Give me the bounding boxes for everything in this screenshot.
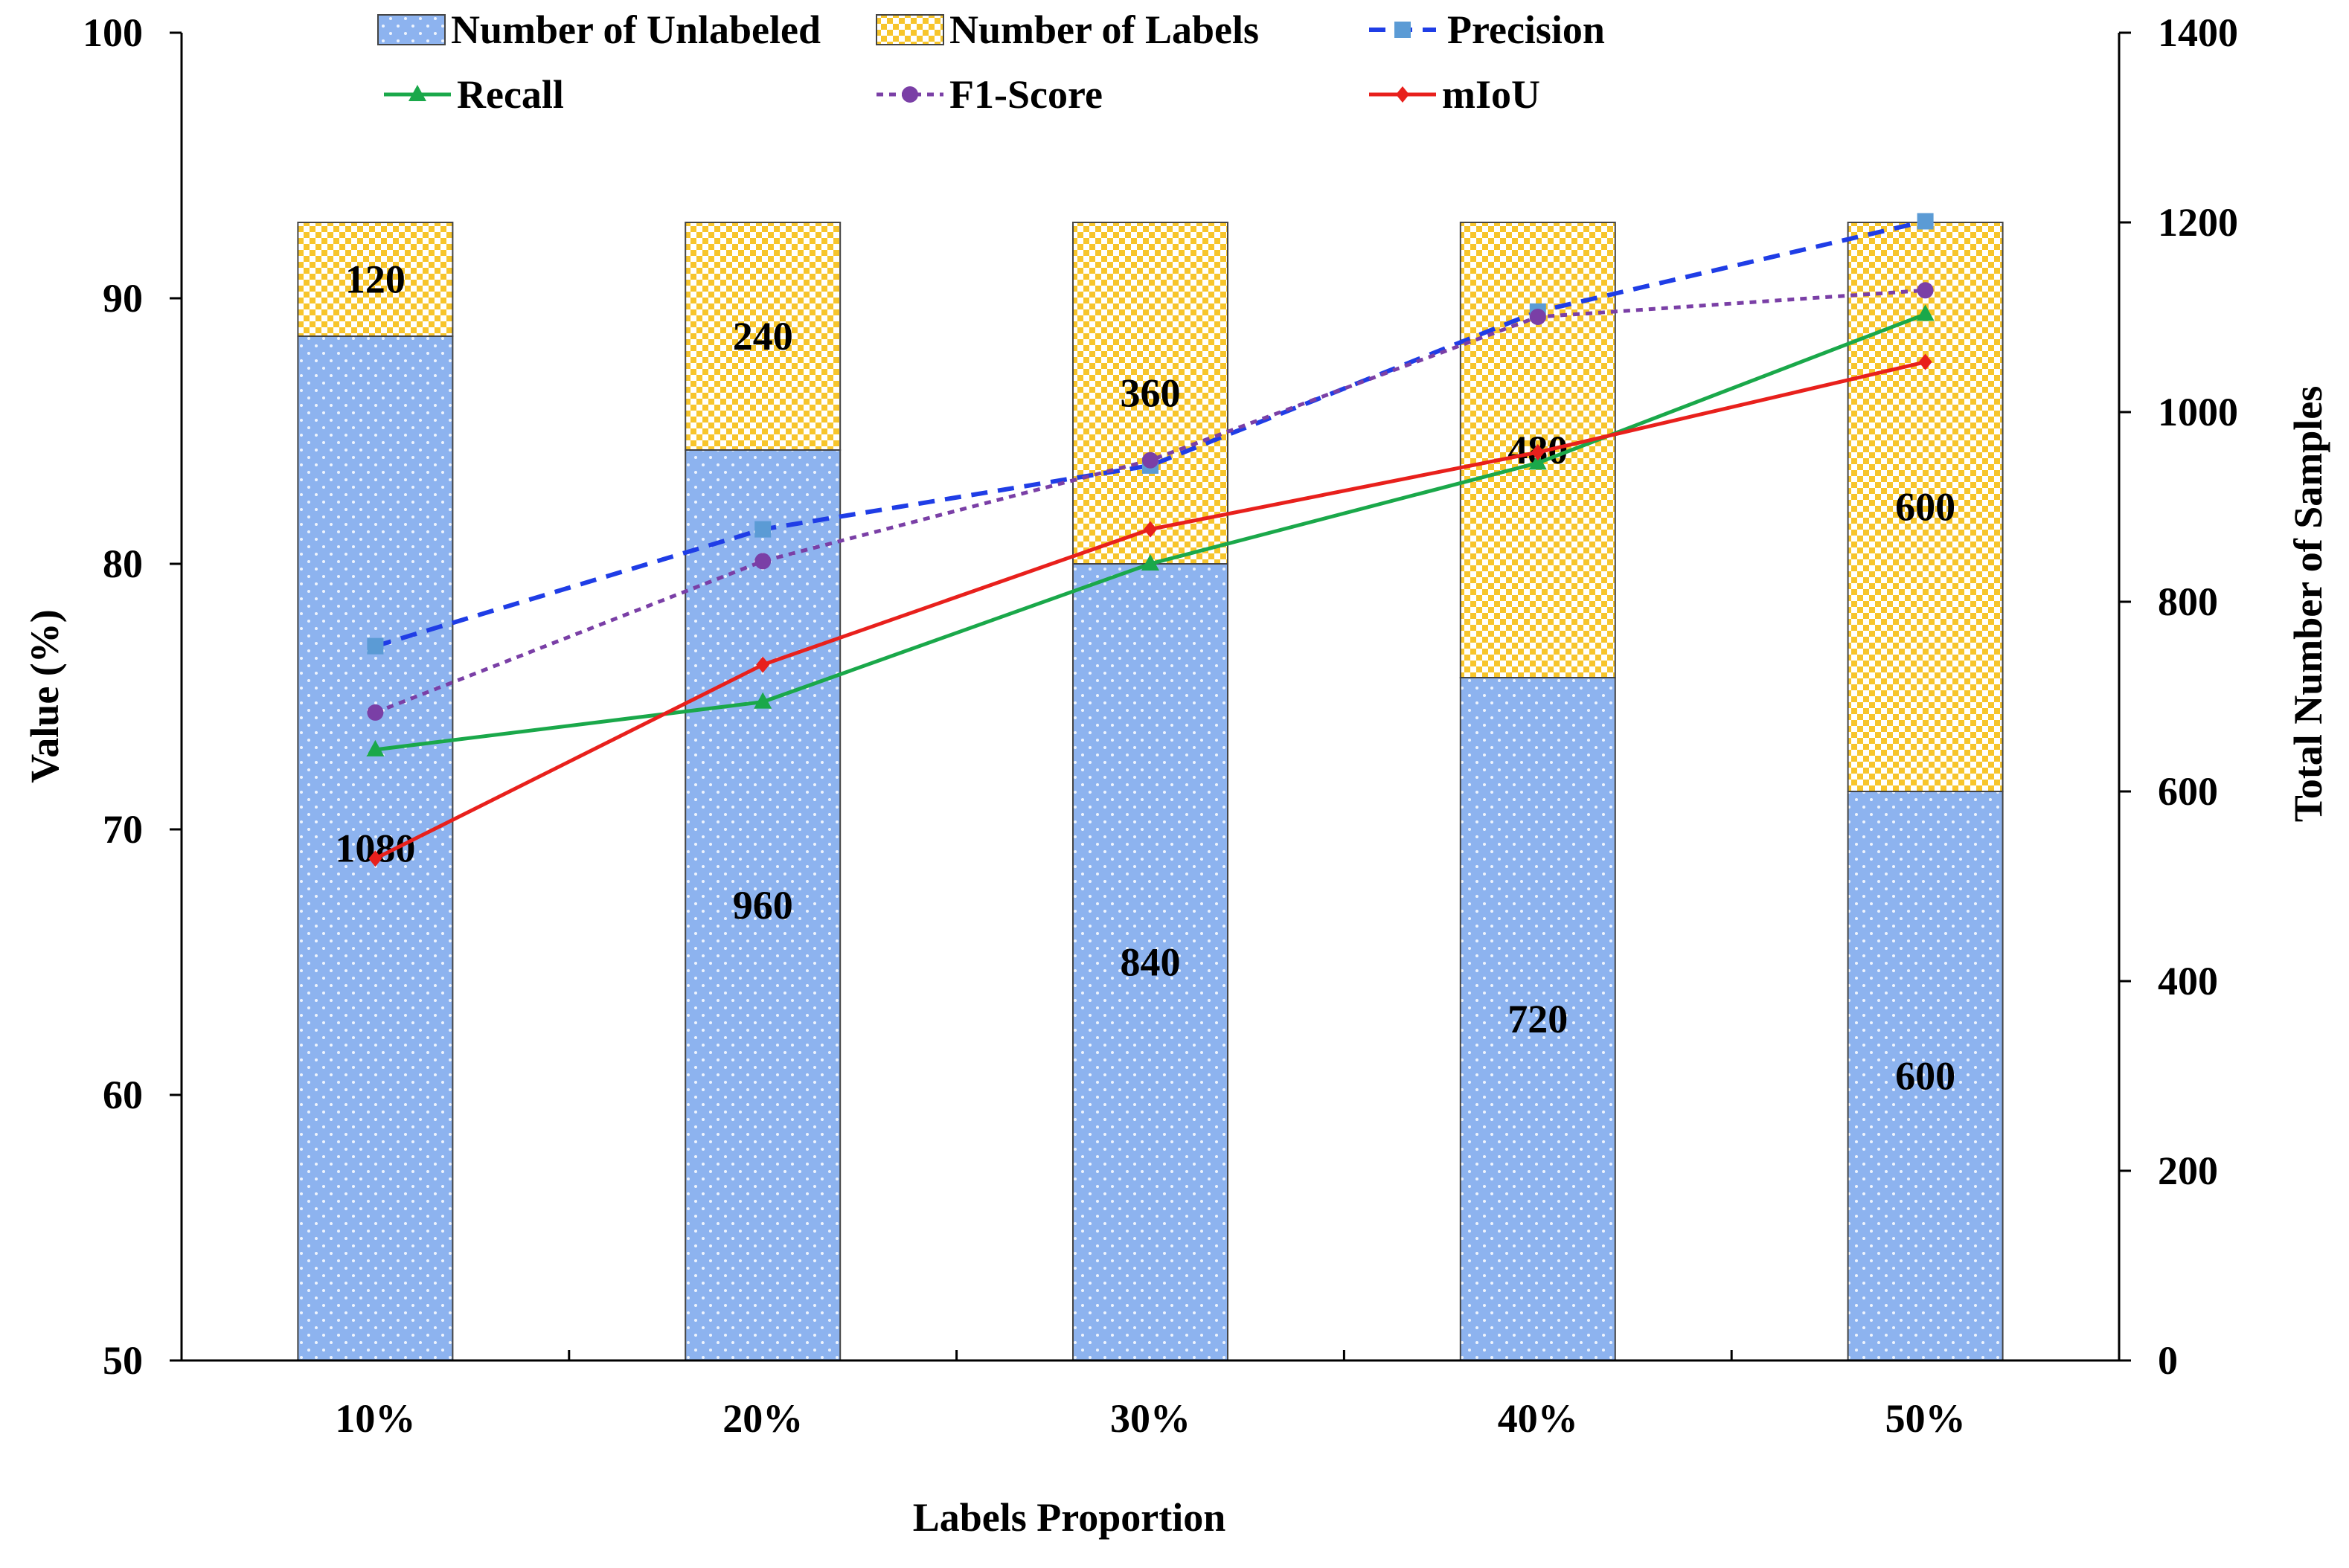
bar-value-label: 360 <box>1121 371 1181 416</box>
point-f1-score-0 <box>367 704 384 721</box>
bar-labels-layer: 1080120960240840360720480600600 <box>335 257 1955 1099</box>
legend-item-f1-score[interactable]: F1-Score <box>877 72 1103 117</box>
legend-item-recall[interactable]: Recall <box>384 72 564 117</box>
bar-value-label: 240 <box>733 314 793 359</box>
legend-item-miou[interactable]: mIoU <box>1369 72 1540 117</box>
legend-label-miou: mIoU <box>1442 72 1540 117</box>
bars-layer <box>297 222 2004 1361</box>
y-right-tick-label: 200 <box>2158 1148 2218 1193</box>
y-left-tick-label: 50 <box>103 1338 143 1383</box>
point-f1-score-1 <box>754 553 772 570</box>
point-recall-0 <box>366 739 385 756</box>
y-right-tick-label: 400 <box>2158 959 2218 1003</box>
legend-label-number-of-unlabeled: Number of Unlabeled <box>451 7 821 52</box>
axes-layer: 5060708090100020040060080010001200140010… <box>83 10 2238 1441</box>
point-miou-4 <box>1918 353 1932 370</box>
point-miou-0 <box>368 850 382 867</box>
legend: Number of Unlabeled Number of Labels Preci… <box>377 7 1605 117</box>
y-right-tick-label: 600 <box>2158 769 2218 814</box>
legend-marker-f1-score <box>902 86 918 103</box>
point-recall-2 <box>1141 554 1159 571</box>
point-miou-1 <box>756 656 770 673</box>
legend-marker-precision <box>1394 22 1411 38</box>
bar-value-label: 120 <box>345 257 406 302</box>
line-f1-score <box>374 288 1926 715</box>
y-left-tick-label: 80 <box>103 542 143 586</box>
y-left-tick-label: 100 <box>83 10 143 55</box>
bar-value-label: 720 <box>1507 997 1568 1041</box>
x-tick-label: 50% <box>1885 1396 1966 1441</box>
bar-labels-1[interactable] <box>685 222 842 451</box>
lines-layer <box>366 213 1935 867</box>
x-tick-label: 10% <box>335 1396 415 1441</box>
legend-label-recall: Recall <box>457 72 564 117</box>
point-precision-1 <box>754 521 772 538</box>
y-right-tick-label: 1000 <box>2158 390 2238 434</box>
legend-label-number-of-labels: Number of Labels <box>949 7 1259 52</box>
legend-swatch-number-of-labels <box>876 14 944 45</box>
y-right-tick-label: 1200 <box>2158 200 2238 245</box>
point-miou-3 <box>1531 444 1545 461</box>
x-tick-label: 20% <box>722 1396 803 1441</box>
legend-swatch-number-of-unlabeled <box>377 14 446 45</box>
point-f1-score-4 <box>1917 282 1934 299</box>
bar-value-label: 960 <box>733 883 793 928</box>
bar-value-label: 840 <box>1121 940 1181 985</box>
point-recall-1 <box>754 692 772 709</box>
point-f1-score-3 <box>1529 308 1546 325</box>
bar-value-label: 600 <box>1895 1054 1955 1099</box>
legend-item-number-of-unlabeled[interactable]: Number of Unlabeled <box>377 7 821 52</box>
y-left-tick-label: 70 <box>103 807 143 852</box>
x-axis-title: Labels Proportion <box>913 1495 1226 1540</box>
bar-labels-2[interactable] <box>1072 222 1228 565</box>
bar-labels-0[interactable] <box>297 222 454 337</box>
bar-value-label: 600 <box>1895 485 1955 530</box>
x-tick-label: 40% <box>1498 1396 1578 1441</box>
point-precision-0 <box>367 637 384 655</box>
point-f1-score-2 <box>1142 452 1159 469</box>
point-recall-4 <box>1916 304 1935 321</box>
bar-unlabeled-3[interactable] <box>1459 677 1616 1361</box>
legend-item-precision[interactable]: Precision <box>1369 7 1605 52</box>
point-recall-3 <box>1528 453 1547 470</box>
legend-label-precision: Precision <box>1447 7 1605 52</box>
point-precision-4 <box>1917 213 1934 230</box>
y-right-tick-label: 1400 <box>2158 10 2238 55</box>
legend-marker-recall <box>408 85 426 101</box>
bar-unlabeled-0[interactable] <box>297 335 454 1361</box>
y-axis-right-title: Total Number of Samples <box>2286 386 2330 823</box>
y-right-tick-label: 800 <box>2158 579 2218 624</box>
x-tick-label: 30% <box>1110 1396 1190 1441</box>
y-left-tick-label: 90 <box>103 276 143 321</box>
bar-unlabeled-2[interactable] <box>1072 563 1228 1361</box>
point-miou-2 <box>1144 521 1157 538</box>
legend-item-number-of-labels[interactable]: Number of Labels <box>876 7 1259 52</box>
legend-marker-miou <box>1396 86 1409 103</box>
line-precision <box>374 219 1926 649</box>
y-left-tick-label: 60 <box>103 1073 143 1117</box>
y-right-tick-label: 0 <box>2158 1338 2178 1383</box>
legend-label-f1-score: F1-Score <box>949 72 1103 117</box>
y-axis-left-title: Value (%) <box>22 609 67 783</box>
